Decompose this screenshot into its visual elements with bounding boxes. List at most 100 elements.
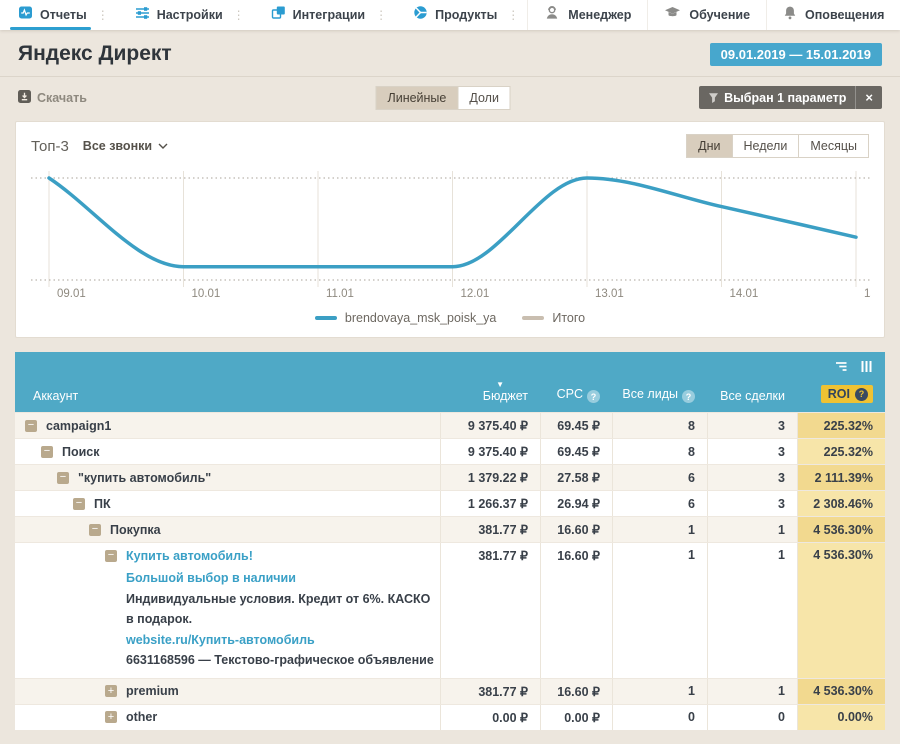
tab-menu-dots-icon[interactable]: ⋮ — [93, 0, 117, 30]
date-range-picker[interactable]: 09.01.2019 — 15.01.2019 — [710, 43, 882, 66]
collapse-toggle-icon[interactable]: − — [89, 524, 101, 536]
page-header: Яндекс Директ 09.01.2019 — 15.01.2019 — [0, 30, 900, 77]
education-icon — [664, 5, 681, 25]
column-header-roi[interactable]: ROI? — [797, 385, 885, 412]
cell-deals: 0 — [707, 705, 797, 730]
filter-close-icon[interactable]: × — [855, 86, 882, 109]
cell-roi: 4 536.30% — [797, 517, 885, 542]
integrations-icon — [271, 5, 286, 25]
ad-detail-text: 6631168596 — Текстово-графическое объявл… — [126, 650, 440, 671]
help-icon[interactable]: ? — [682, 390, 695, 403]
ad-title-link[interactable]: Купить автомобиль! — [126, 549, 253, 563]
table-header-icons — [834, 361, 873, 372]
tab-settings-button[interactable]: Настройки — [117, 0, 229, 30]
filter-pill[interactable]: Выбран 1 параметр × — [699, 86, 882, 109]
ad-detail-text: Индивидуальные условия. Кредит от 6%. КА… — [126, 589, 440, 630]
row-label: campaign1 — [46, 419, 111, 433]
tab-products-button[interactable]: Продукты — [395, 0, 503, 30]
reports-icon — [18, 5, 33, 25]
tab-settings: Настройки ⋮ — [117, 0, 253, 30]
nav-item-label: Менеджер — [568, 8, 631, 22]
table-row[interactable]: −Купить автомобиль! Большой выбор в налич… — [15, 542, 885, 678]
collapse-toggle-icon[interactable]: − — [105, 550, 117, 562]
tab-label: Продукты — [435, 8, 497, 22]
legend-label: brendovaya_msk_poisk_ya — [345, 311, 496, 325]
table-row[interactable]: +other0.00 ₽0.00 ₽000.00% — [15, 704, 885, 730]
sort-rows-icon[interactable] — [834, 361, 848, 372]
table-row[interactable]: −Покупка381.77 ₽16.60 ₽114 536.30% — [15, 516, 885, 542]
cell-budget: 381.77 ₽ — [440, 517, 540, 542]
cell-leads: 0 — [612, 705, 707, 730]
expand-toggle-icon[interactable]: + — [105, 711, 117, 723]
table-row[interactable]: +premium381.77 ₽16.60 ₽114 536.30% — [15, 678, 885, 704]
table-header: Аккаунт ▼ Бюджет CPC? Все лиды? Все сдел… — [15, 352, 885, 412]
tab-menu-dots-icon[interactable]: ⋮ — [229, 0, 253, 30]
legend-item-total[interactable]: Итого — [522, 311, 585, 325]
cell-roi: 225.32% — [797, 439, 885, 464]
column-header-leads[interactable]: Все лиды? — [612, 387, 707, 413]
help-icon[interactable]: ? — [855, 388, 868, 401]
cell-budget: 381.77 ₽ — [440, 679, 540, 704]
column-header-budget[interactable]: ▼ Бюджет — [440, 380, 540, 412]
collapse-toggle-icon[interactable]: − — [73, 498, 85, 510]
column-header-account[interactable]: Аккаунт — [15, 389, 440, 412]
table-row[interactable]: −Поиск9 375.40 ₽69.45 ₽83225.32% — [15, 438, 885, 464]
column-header-deals[interactable]: Все сделки — [707, 389, 797, 412]
legend-swatch — [315, 316, 337, 320]
table-row[interactable]: −"купить автомобиль"1 379.22 ₽27.58 ₽632… — [15, 464, 885, 490]
ad-link[interactable]: Большой выбор в наличии — [126, 568, 440, 589]
cell-roi: 0.00% — [797, 705, 885, 730]
table-row[interactable]: −campaign19 375.40 ₽69.45 ₽83225.32% — [15, 412, 885, 438]
cell-budget: 1 266.37 ₽ — [440, 491, 540, 516]
expand-toggle-icon[interactable]: + — [105, 685, 117, 697]
nav-item-notifications[interactable]: Оповещения — [766, 0, 900, 30]
download-label: Скачать — [37, 91, 87, 105]
collapse-toggle-icon[interactable]: − — [25, 420, 37, 432]
cell-deals: 1 — [707, 517, 797, 542]
table-row[interactable]: −ПК1 266.37 ₽26.94 ₽632 308.46% — [15, 490, 885, 516]
tab-integrations: Интеграции ⋮ — [253, 0, 395, 30]
nav-item-education[interactable]: Обучение — [647, 0, 766, 30]
tab-menu-dots-icon[interactable]: ⋮ — [371, 0, 395, 30]
tab-label: Интеграции — [293, 8, 365, 22]
view-toggle: Линейные Доли — [376, 86, 511, 110]
table-body: −campaign19 375.40 ₽69.45 ₽83225.32%−Пои… — [15, 412, 885, 730]
cell-leads: 6 — [612, 465, 707, 490]
help-icon[interactable]: ? — [587, 390, 600, 403]
row-label: other — [126, 710, 157, 724]
download-icon — [18, 90, 31, 106]
cell-cpc: 0.00 ₽ — [540, 705, 612, 730]
collapse-toggle-icon[interactable]: − — [57, 472, 69, 484]
download-button[interactable]: Скачать — [18, 90, 87, 106]
period-option-weeks[interactable]: Недели — [733, 134, 800, 158]
legend-item-series[interactable]: brendovaya_msk_poisk_ya — [315, 311, 496, 325]
row-label: Поиск — [62, 445, 100, 459]
tab-integrations-button[interactable]: Интеграции — [253, 0, 371, 30]
row-label: "купить автомобиль" — [78, 471, 211, 485]
view-option-linear[interactable]: Линейные — [376, 86, 459, 110]
cell-roi: 225.32% — [797, 413, 885, 438]
sort-desc-icon: ▼ — [440, 380, 528, 389]
top-nav: Отчеты ⋮ Настройки ⋮ Интеграции ⋮ Продук… — [0, 0, 900, 30]
period-option-months[interactable]: Месяцы — [799, 134, 869, 158]
period-option-days[interactable]: Дни — [686, 134, 732, 158]
ad-link[interactable]: website.ru/Купить-автомобиль — [126, 630, 440, 651]
cell-roi: 2 111.39% — [797, 465, 885, 490]
chart-card: Топ-3 Все звонки Дни Недели Месяцы 09.01… — [15, 121, 885, 338]
svg-text:12.01: 12.01 — [461, 288, 490, 300]
svg-text:10.01: 10.01 — [192, 288, 221, 300]
tab-menu-dots-icon[interactable]: ⋮ — [503, 0, 527, 30]
columns-icon[interactable] — [860, 361, 873, 372]
cell-roi: 4 536.30% — [797, 543, 885, 678]
view-option-shares[interactable]: Доли — [458, 86, 511, 110]
cell-budget: 9 375.40 ₽ — [440, 413, 540, 438]
column-header-cpc[interactable]: CPC? — [540, 387, 612, 413]
products-icon — [413, 5, 428, 25]
metric-selector[interactable]: Все звонки — [83, 139, 168, 153]
cell-deals: 3 — [707, 439, 797, 464]
tab-reports-button[interactable]: Отчеты — [0, 0, 93, 30]
nav-item-manager[interactable]: Менеджер — [527, 0, 647, 30]
legend-swatch — [522, 316, 544, 320]
svg-text:14.01: 14.01 — [730, 288, 759, 300]
collapse-toggle-icon[interactable]: − — [41, 446, 53, 458]
